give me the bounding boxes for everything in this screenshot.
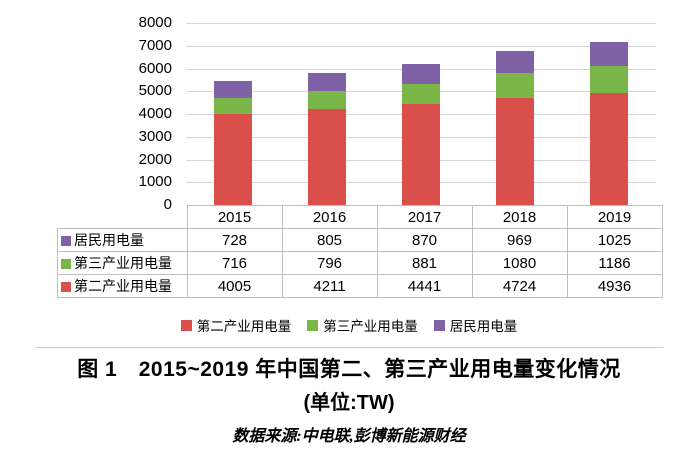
bar-segment (590, 92, 628, 205)
legend-item: 居民用电量 (433, 315, 518, 335)
legend-swatch-icon (180, 319, 192, 331)
table-value-cell: 4211 (281, 274, 378, 298)
gridline (186, 23, 656, 24)
bar-segment (402, 84, 440, 104)
bar-2018 (496, 50, 534, 205)
table-value-cell: 1080 (471, 251, 568, 275)
bar-2017 (402, 64, 440, 205)
table-year-header: 2019 (566, 205, 663, 229)
y-axis-tick-label: 4000 (138, 105, 172, 122)
figure-caption-source: 数据来源:中电联,彭博新能源财经 (232, 428, 466, 445)
bar-segment (214, 97, 252, 114)
figure-caption-title: 图 1 2015~2019 年中国第二、第三产业用电量变化情况 (77, 358, 621, 381)
table-value-cell: 870 (376, 228, 473, 252)
y-axis-tick-label: 8000 (138, 14, 172, 31)
legend-item: 第三产业用电量 (307, 315, 418, 335)
table-year-header: 2018 (471, 205, 568, 229)
table-year-header: 2016 (281, 205, 378, 229)
y-axis-tick-label: 2000 (138, 150, 172, 168)
bar-2016 (308, 72, 346, 205)
bar-segment (214, 81, 252, 98)
table-row-label: 第三产业用电量 (57, 251, 188, 275)
bar-segment (308, 109, 346, 205)
caption-divider (36, 347, 663, 348)
bar-segment (590, 42, 628, 66)
gridline (186, 45, 656, 47)
table-value-cell: 796 (281, 251, 378, 275)
series-swatch-icon (61, 236, 71, 246)
table-row: 第二产业用电量 4005 4211 4441 4724 4936 (57, 274, 663, 298)
table-row-label: 第二产业用电量 (57, 274, 188, 298)
table-corner-cell (58, 206, 188, 229)
bar-2015 (214, 81, 252, 205)
bar-segment (308, 72, 346, 92)
bar-2019 (590, 42, 628, 205)
table-value-cell: 805 (281, 228, 378, 252)
table-header-row: 2015 2016 2017 2018 2019 (58, 205, 663, 229)
bar-segment (214, 113, 252, 205)
table-row: 居民用电量 728 805 870 969 1025 (57, 228, 663, 252)
figure-caption-unit: (单位:TW) (303, 392, 395, 414)
series-swatch-icon (61, 259, 71, 269)
table-value-cell: 4441 (376, 274, 473, 298)
y-axis-tick-label: 5000 (138, 82, 172, 100)
table-value-cell: 728 (186, 228, 283, 252)
table-value-cell: 4936 (566, 274, 663, 298)
bar-segment (496, 72, 534, 98)
legend-label: 第三产业用电量 (323, 319, 418, 334)
legend-label: 第二产业用电量 (196, 319, 292, 334)
y-axis-tick-label: 0 (163, 196, 172, 213)
y-axis-tick-label: 3000 (138, 127, 172, 145)
table-value-cell: 1025 (566, 228, 663, 252)
legend-swatch-icon (307, 319, 319, 331)
bar-segment (590, 65, 628, 93)
legend-swatch-icon (433, 319, 445, 331)
bar-segment (308, 91, 346, 110)
y-axis-tick-label: 1000 (138, 173, 172, 191)
legend-item: 第二产业用电量 (180, 315, 292, 335)
bar-segment (402, 104, 440, 205)
y-axis-tick-label: 7000 (138, 36, 172, 54)
table-row: 第三产业用电量 716 796 881 1080 1186 (57, 251, 663, 275)
table-year-header: 2017 (376, 205, 473, 229)
table-row-label: 居民用电量 (57, 228, 188, 252)
table-value-cell: 4724 (471, 274, 568, 298)
plot-area (186, 23, 656, 205)
bar-segment (402, 64, 440, 84)
series-swatch-icon (61, 282, 71, 292)
table-value-cell: 716 (186, 251, 283, 275)
table-value-cell: 969 (471, 228, 568, 252)
chart-legend: 第二产业用电量 第三产业用电量 居民用电量 (0, 315, 698, 335)
bar-segment (496, 97, 534, 205)
data-table: 2015 2016 2017 2018 2019 居民用电量 728 805 870 969 102… (57, 205, 663, 298)
y-axis-tick-label: 6000 (138, 59, 172, 77)
table-value-cell: 881 (376, 251, 473, 275)
table-year-header: 2015 (186, 205, 283, 229)
table-value-cell: 4005 (186, 274, 283, 298)
bar-segment (496, 50, 534, 73)
legend-label: 居民用电量 (449, 319, 518, 334)
table-value-cell: 1186 (566, 251, 663, 275)
